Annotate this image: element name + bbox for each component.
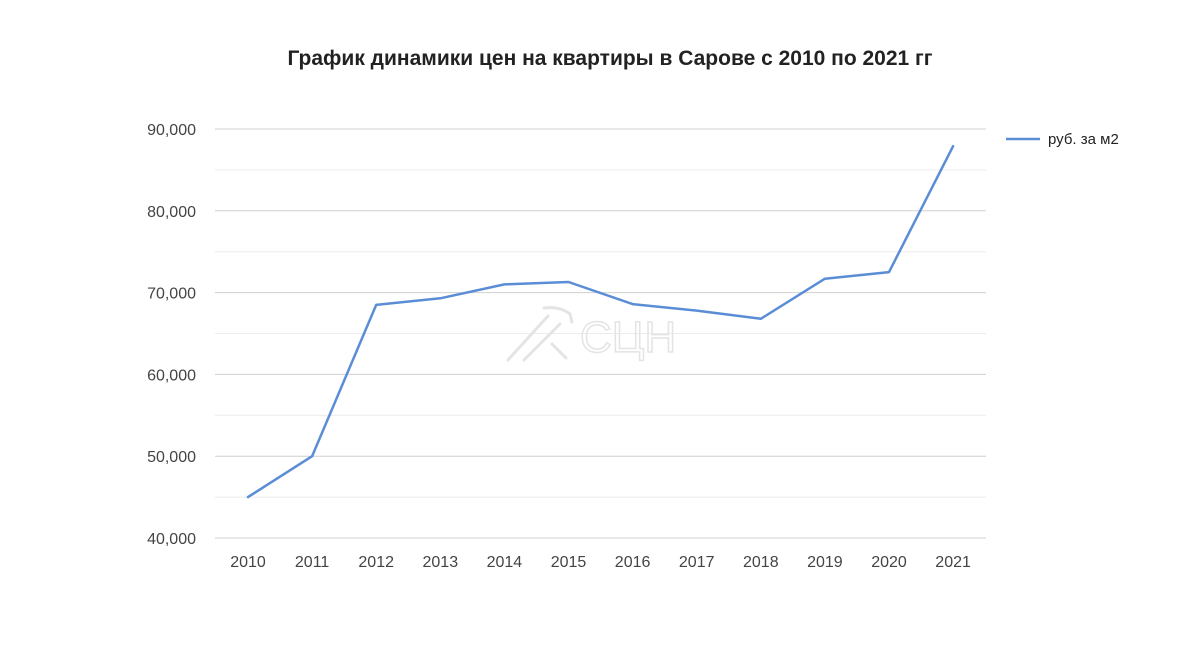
y-tick-label: 90,000 xyxy=(147,122,196,139)
x-tick-label: 2021 xyxy=(935,554,971,571)
series-line xyxy=(246,144,955,499)
y-tick-label: 80,000 xyxy=(147,204,196,221)
y-axis: 40,000 50,000 60,000 70,000 80,000 90,000 xyxy=(147,122,196,548)
chart-title: График динамики цен на квартиры в Сарове… xyxy=(287,47,932,70)
y-tick-label: 60,000 xyxy=(147,367,196,384)
x-tick-label: 2020 xyxy=(871,554,907,571)
x-tick-label: 2015 xyxy=(551,554,587,571)
x-tick-label: 2012 xyxy=(358,554,394,571)
y-tick-label: 40,000 xyxy=(147,531,196,548)
y-tick-label: 50,000 xyxy=(147,449,196,466)
x-tick-label: 2019 xyxy=(807,554,843,571)
x-tick-label: 2017 xyxy=(679,554,715,571)
x-tick-label: 2018 xyxy=(743,554,779,571)
y-tick-label: 70,000 xyxy=(147,286,196,303)
legend: руб. за м2 xyxy=(1006,131,1119,148)
x-tick-label: 2016 xyxy=(615,554,651,571)
watermark-logo: СЦН xyxy=(506,306,677,363)
legend-label: руб. за м2 xyxy=(1048,131,1119,148)
series-layer xyxy=(246,144,955,499)
x-tick-label: 2014 xyxy=(487,554,523,571)
x-axis: 2010 2011 2012 2013 2014 2015 2016 2017 2018 2019… xyxy=(230,554,971,571)
x-tick-label: 2010 xyxy=(230,554,266,571)
x-tick-label: 2013 xyxy=(423,554,459,571)
watermark-text: СЦН xyxy=(580,313,676,362)
x-tick-label: 2011 xyxy=(295,554,330,571)
